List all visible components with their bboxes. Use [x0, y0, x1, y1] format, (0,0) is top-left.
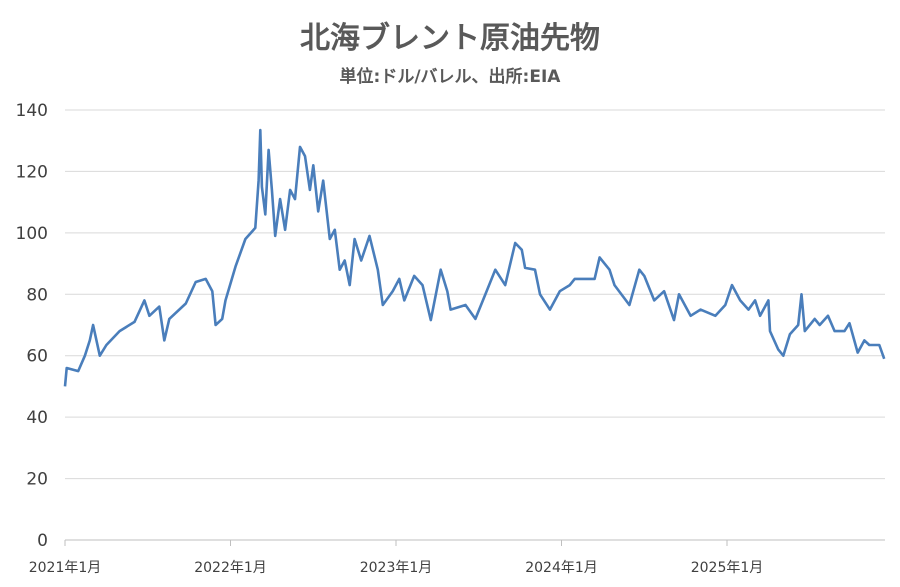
x-tick-label: 2021年1月: [29, 560, 102, 576]
series-line: [63, 128, 886, 387]
x-tick-label: 2025年1月: [691, 560, 764, 576]
y-tick-label: 20: [26, 470, 48, 490]
chart-title: 北海ブレント原油先物: [300, 21, 600, 56]
y-tick-label: 60: [26, 347, 48, 367]
chart-subtitle: 単位:ドル/バレル、出所:EIA: [340, 66, 562, 87]
x-axis-ticks: 2021年1月 2022年1月 2023年1月 2024年1月 2025年1月: [29, 540, 764, 576]
x-tick-label: 2024年1月: [525, 560, 598, 576]
y-tick-label: 140: [16, 101, 48, 121]
y-tick-label: 120: [16, 162, 48, 182]
y-axis-ticks: 0 20 40 60 80 100 120 140: [16, 101, 48, 551]
y-tick-label: 40: [26, 408, 48, 428]
y-tick-label: 100: [16, 224, 48, 244]
gridlines: [65, 109, 885, 480]
y-tick-label: 0: [37, 531, 48, 551]
x-tick-label: 2023年1月: [360, 560, 433, 576]
x-tick-label: 2022年1月: [194, 560, 267, 576]
y-tick-label: 80: [26, 285, 48, 305]
